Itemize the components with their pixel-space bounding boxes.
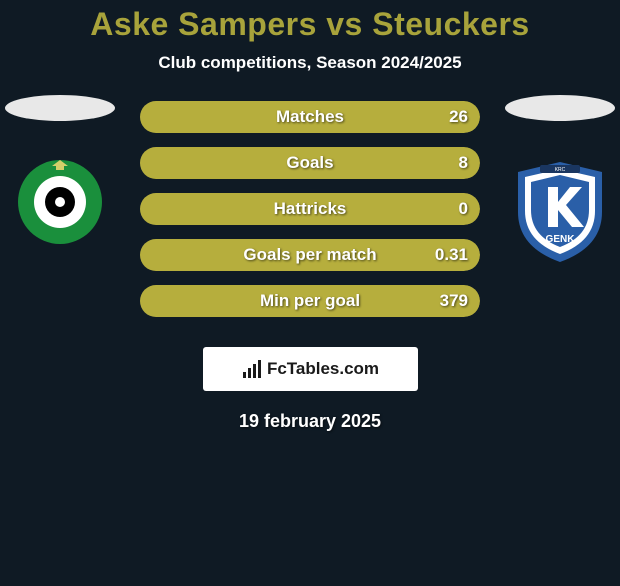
stat-bar: Goals 8 <box>140 147 480 179</box>
bar-left-fill <box>140 101 150 133</box>
bar-value-right: 379 <box>440 291 468 311</box>
badge-text: GENK <box>546 234 576 245</box>
stat-bar: Min per goal 379 <box>140 285 480 317</box>
brand-text: FcTables.com <box>267 359 379 379</box>
team-right-badge: GENK KRC <box>510 157 610 272</box>
bar-value-right: 0 <box>459 199 468 219</box>
bar-label: Hattricks <box>274 199 347 219</box>
bar-left-fill <box>140 285 150 317</box>
stats-area: GENK KRC Matches 26 Goals 8 Hattricks 0 Goals … <box>0 101 620 331</box>
brand-badge[interactable]: FcTables.com <box>203 347 418 391</box>
chart-icon <box>241 358 263 380</box>
bar-label: Min per goal <box>260 291 360 311</box>
badge-dot <box>55 197 65 207</box>
page-subtitle: Club competitions, Season 2024/2025 <box>0 53 620 73</box>
bar-value-right: 26 <box>449 107 468 127</box>
bar-left-fill <box>140 147 150 179</box>
stat-bar: Hattricks 0 <box>140 193 480 225</box>
bar-left-fill <box>140 239 150 271</box>
badge-krc-text: KRC <box>555 167 566 173</box>
player-right-ellipse <box>505 95 615 121</box>
bar-label: Goals per match <box>243 245 376 265</box>
page-title: Aske Sampers vs Steuckers <box>0 6 620 43</box>
stat-bar: Matches 26 <box>140 101 480 133</box>
bar-value-right: 8 <box>459 153 468 173</box>
team-left-badge <box>15 157 105 252</box>
team-left-column <box>0 101 120 252</box>
bar-left-fill <box>140 193 150 225</box>
bar-label: Matches <box>276 107 344 127</box>
bar-label: Goals <box>286 153 333 173</box>
stat-bars: Matches 26 Goals 8 Hattricks 0 Goals per match… <box>140 101 480 317</box>
stat-bar: Goals per match 0.31 <box>140 239 480 271</box>
team-right-column: GENK KRC <box>500 101 620 272</box>
date-text: 19 february 2025 <box>0 411 620 432</box>
player-left-ellipse <box>5 95 115 121</box>
bar-value-right: 0.31 <box>435 245 468 265</box>
